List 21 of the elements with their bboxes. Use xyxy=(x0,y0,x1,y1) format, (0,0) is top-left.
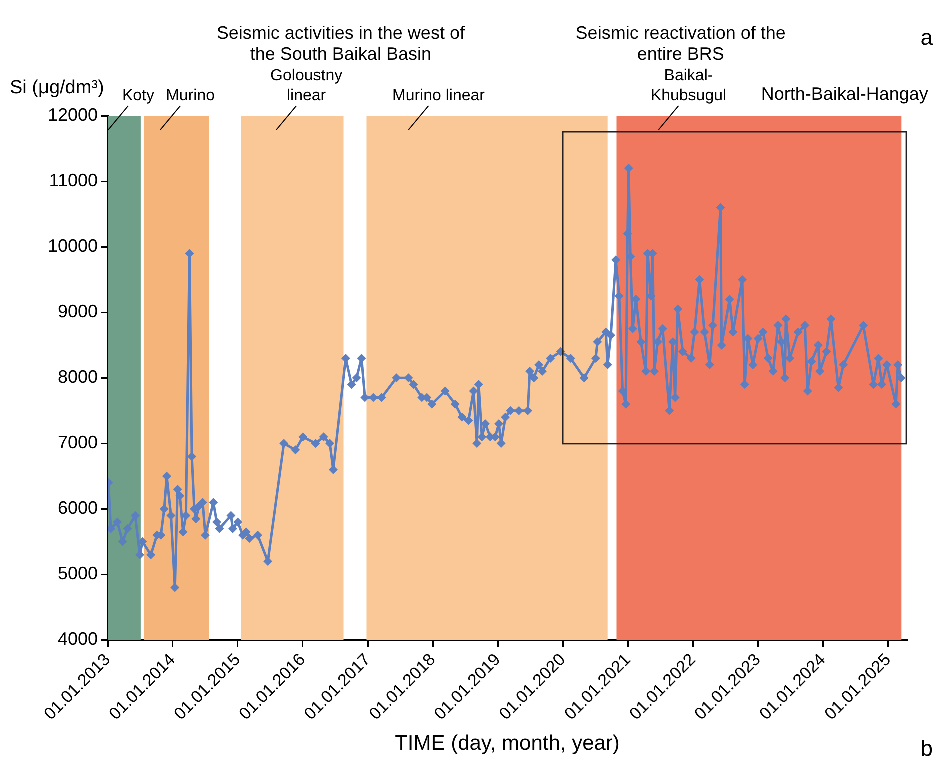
y-tick-label: 12000 xyxy=(48,104,98,125)
y-tick-label: 11000 xyxy=(49,170,98,190)
y-tick-label: 10000 xyxy=(48,236,98,256)
band-label: Koty xyxy=(122,87,154,104)
y-tick-label: 9000 xyxy=(58,302,98,322)
y-tick-label: 8000 xyxy=(58,367,98,388)
annotation: Seismic activities in the west of the South Baikal Basin xyxy=(216,22,466,64)
y-tick-label: 5000 xyxy=(58,564,98,584)
annotation: Seismic reactivation of the entire BRS xyxy=(576,22,786,64)
y-tick-label: 4000 xyxy=(58,629,98,650)
band-label: Murino xyxy=(166,87,216,104)
y-tick-label: 6000 xyxy=(58,498,98,518)
band-label: Murino linear xyxy=(392,87,486,104)
band-label: Baikal-Khubsugul xyxy=(650,67,727,104)
text: a xyxy=(920,25,934,50)
band-label: Goloustny linear xyxy=(270,67,343,104)
text: b xyxy=(920,736,933,762)
x-axis-title: TIME (day, month, year) xyxy=(395,732,620,756)
y-axis-title: Si (μg/dm³) xyxy=(10,78,104,99)
y-tick-label: 7000 xyxy=(58,432,98,453)
annotation: North-Baikal-Hangay xyxy=(761,84,928,104)
